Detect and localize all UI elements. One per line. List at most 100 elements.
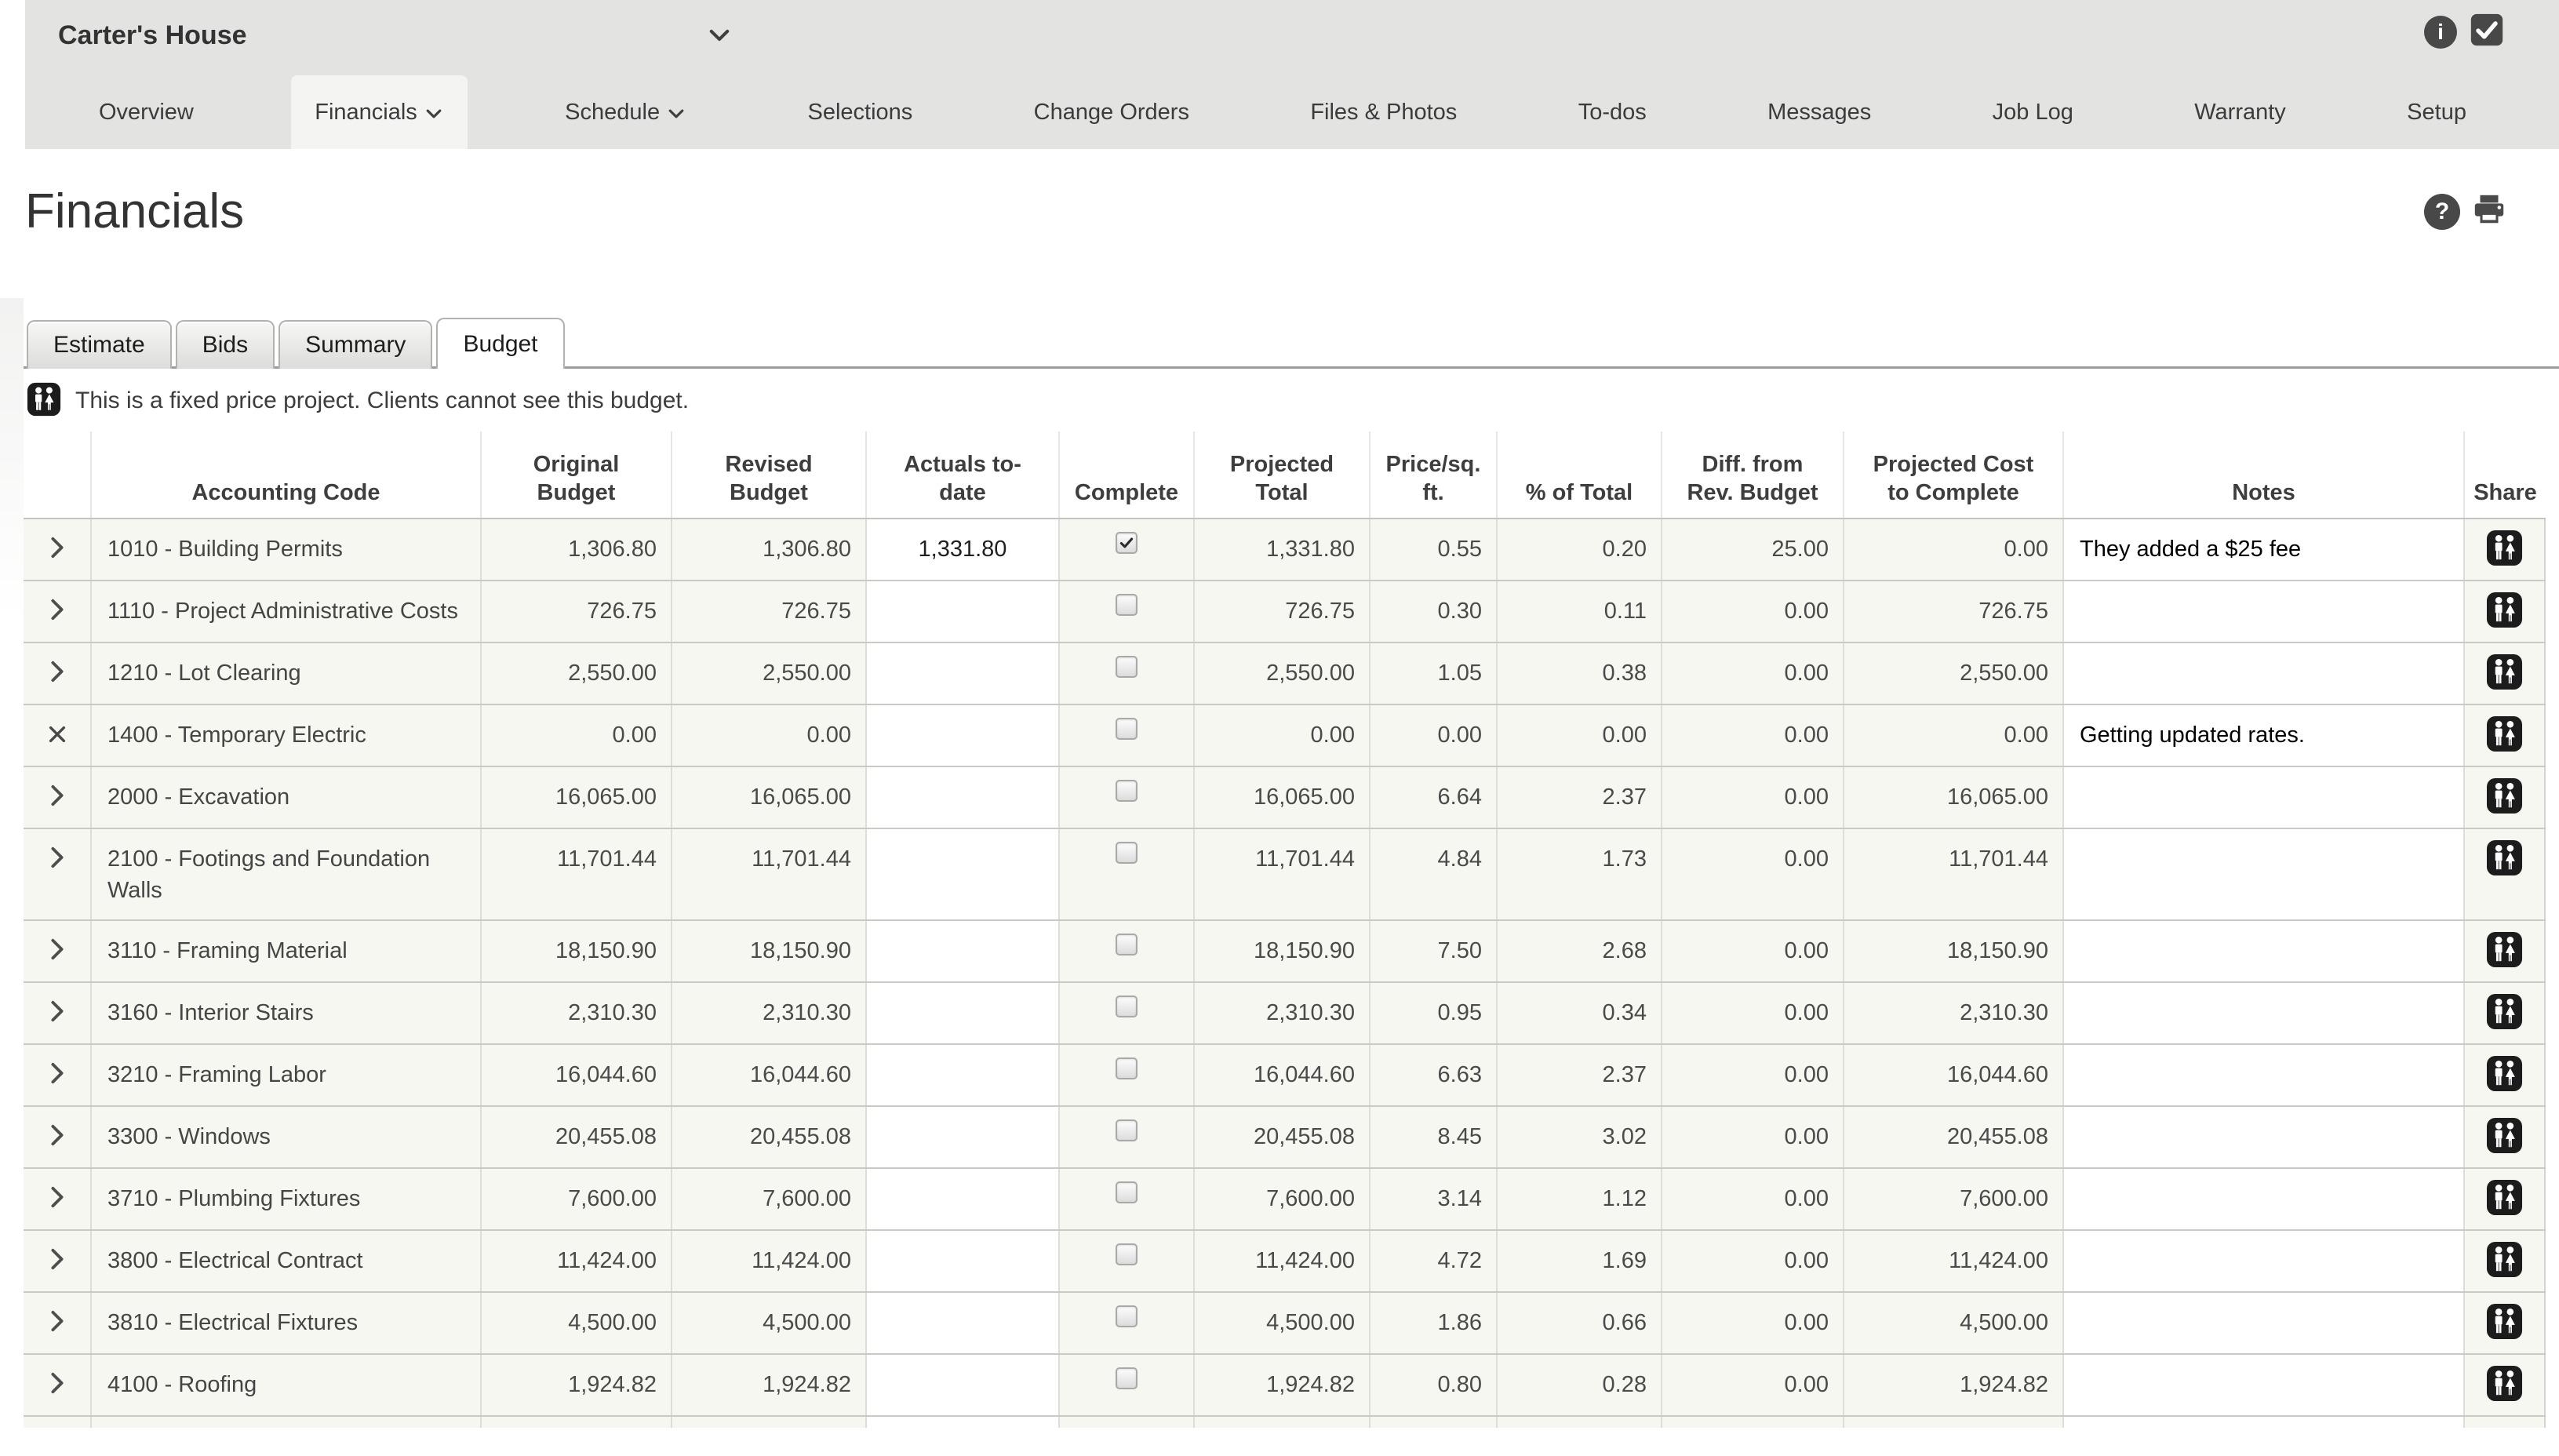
share-button[interactable] <box>2463 1355 2546 1415</box>
nav-tab-schedule[interactable]: Schedule <box>541 75 710 149</box>
notes-input[interactable] <box>2062 643 2463 704</box>
share-button[interactable] <box>2463 643 2546 704</box>
expand-chevron-icon[interactable] <box>24 921 90 981</box>
complete-checkbox[interactable] <box>1116 934 1138 956</box>
share-button[interactable] <box>2463 983 2546 1043</box>
expand-chevron-icon[interactable] <box>24 767 90 828</box>
actuals-to-date-input[interactable] <box>865 1293 1058 1353</box>
complete-checkbox[interactable] <box>1116 1181 1138 1203</box>
project-name: Carter's House <box>58 20 247 50</box>
expand-chevron-icon[interactable] <box>24 829 90 919</box>
notes-input[interactable] <box>2062 921 2463 981</box>
notes-input[interactable] <box>2062 1107 2463 1167</box>
actuals-to-date-input[interactable] <box>865 983 1058 1043</box>
original-budget-cell: 7,600.00 <box>480 1169 671 1229</box>
actuals-to-date-input[interactable]: 1,331.80 <box>865 519 1058 580</box>
share-button[interactable] <box>2463 829 2546 919</box>
share-button[interactable] <box>2463 519 2546 580</box>
subtab-summary[interactable]: Summary <box>278 320 433 369</box>
expand-chevron-icon[interactable] <box>24 519 90 580</box>
expand-chevron-icon[interactable] <box>24 1107 90 1167</box>
nav-tab-files-photos[interactable]: Files & Photos <box>1287 75 1480 149</box>
actuals-to-date-input[interactable] <box>865 1107 1058 1167</box>
notes-input[interactable] <box>2062 1169 2463 1229</box>
actuals-to-date-input[interactable] <box>865 1169 1058 1229</box>
nav-tab-change-orders[interactable]: Change Orders <box>1010 75 1213 149</box>
nav-tab-warranty[interactable]: Warranty <box>2171 75 2310 149</box>
subtab-bids[interactable]: Bids <box>175 320 275 369</box>
projected-cost-to-complete-cell: 7,600.00 <box>1843 1169 2062 1229</box>
nav-tab-job-log[interactable]: Job Log <box>1969 75 2097 149</box>
notes-input[interactable] <box>2062 767 2463 828</box>
expand-chevron-icon[interactable] <box>24 983 90 1043</box>
nav-tab-selections[interactable]: Selections <box>784 75 936 149</box>
nav-tab-to-dos[interactable]: To-dos <box>1555 75 1670 149</box>
share-button[interactable] <box>2463 581 2546 642</box>
budget-row: 3810 - Electrical Fixtures 4,500.00 4,500.… <box>24 1291 2546 1353</box>
complete-checkbox[interactable] <box>1116 1119 1138 1141</box>
actuals-to-date-input[interactable] <box>865 705 1058 766</box>
actuals-to-date-input[interactable] <box>865 1045 1058 1105</box>
expand-chevron-icon[interactable] <box>24 1231 90 1291</box>
notes-input[interactable]: They added a $25 fee <box>2062 519 2463 580</box>
notes-input[interactable] <box>2062 581 2463 642</box>
notes-input[interactable]: Getting updated rates. <box>2062 705 2463 766</box>
complete-checkbox[interactable] <box>1116 1243 1138 1265</box>
complete-checkbox[interactable] <box>1116 594 1138 616</box>
nav-tab-overview[interactable]: Overview <box>75 75 217 149</box>
subtab-estimate[interactable]: Estimate <box>27 320 172 369</box>
expand-chevron-icon[interactable] <box>24 643 90 704</box>
complete-checkbox[interactable] <box>1116 532 1138 554</box>
actuals-to-date-input[interactable] <box>865 921 1058 981</box>
notes-input[interactable] <box>2062 1231 2463 1291</box>
subtab-budget[interactable]: Budget <box>436 318 565 369</box>
selected-check-icon[interactable] <box>2470 13 2504 51</box>
notes-input[interactable] <box>2062 829 2463 919</box>
complete-checkbox[interactable] <box>1116 780 1138 802</box>
share-button[interactable] <box>2463 1293 2546 1353</box>
actuals-to-date-input[interactable] <box>865 581 1058 642</box>
complete-checkbox[interactable] <box>1116 842 1138 864</box>
help-icon[interactable]: ? <box>2424 193 2460 230</box>
original-budget-cell: 726.75 <box>480 581 671 642</box>
expand-chevron-icon[interactable] <box>24 1169 90 1229</box>
info-icon[interactable]: i <box>2424 15 2457 49</box>
fixed-price-notice-text: This is a fixed price project. Clients c… <box>75 388 690 413</box>
notes-input[interactable] <box>2062 1355 2463 1415</box>
nav-tab-setup[interactable]: Setup <box>2383 75 2490 149</box>
share-button[interactable] <box>2463 705 2546 766</box>
nav-tab-messages[interactable]: Messages <box>1744 75 1895 149</box>
complete-checkbox[interactable] <box>1116 718 1138 740</box>
expand-chevron-icon[interactable] <box>24 581 90 642</box>
complete-checkbox[interactable] <box>1116 1305 1138 1327</box>
actuals-to-date-input[interactable] <box>865 1355 1058 1415</box>
share-button[interactable] <box>2463 921 2546 981</box>
expand-chevron-icon[interactable] <box>24 1293 90 1353</box>
share-button[interactable] <box>2463 1231 2546 1291</box>
chevron-down-icon <box>426 109 442 118</box>
expand-chevron-icon[interactable] <box>24 1045 90 1105</box>
notes-input[interactable] <box>2062 1045 2463 1105</box>
notes-input[interactable] <box>2062 983 2463 1043</box>
nav-tab-label: Job Log <box>1992 99 2073 125</box>
share-button[interactable] <box>2463 1107 2546 1167</box>
notes-input[interactable] <box>2062 1293 2463 1353</box>
close-icon[interactable] <box>24 705 90 766</box>
share-button[interactable] <box>2463 1045 2546 1105</box>
partial-cell <box>2463 1417 2546 1428</box>
actuals-to-date-input[interactable] <box>865 643 1058 704</box>
project-selector-chevron-down-icon[interactable] <box>706 22 733 53</box>
actuals-to-date-input[interactable] <box>865 1231 1058 1291</box>
nav-tab-financials[interactable]: Financials <box>291 75 468 149</box>
expand-chevron-icon[interactable] <box>24 1355 90 1415</box>
actuals-to-date-input[interactable] <box>865 829 1058 919</box>
actuals-to-date-input[interactable] <box>865 767 1058 828</box>
share-button[interactable] <box>2463 767 2546 828</box>
accounting-code-cell: 1110 - Project Administrative Costs <box>90 581 480 642</box>
complete-checkbox[interactable] <box>1116 1367 1138 1389</box>
print-icon[interactable] <box>2471 191 2507 231</box>
complete-checkbox[interactable] <box>1116 656 1138 678</box>
complete-checkbox[interactable] <box>1116 996 1138 1017</box>
complete-checkbox[interactable] <box>1116 1057 1138 1079</box>
share-button[interactable] <box>2463 1169 2546 1229</box>
